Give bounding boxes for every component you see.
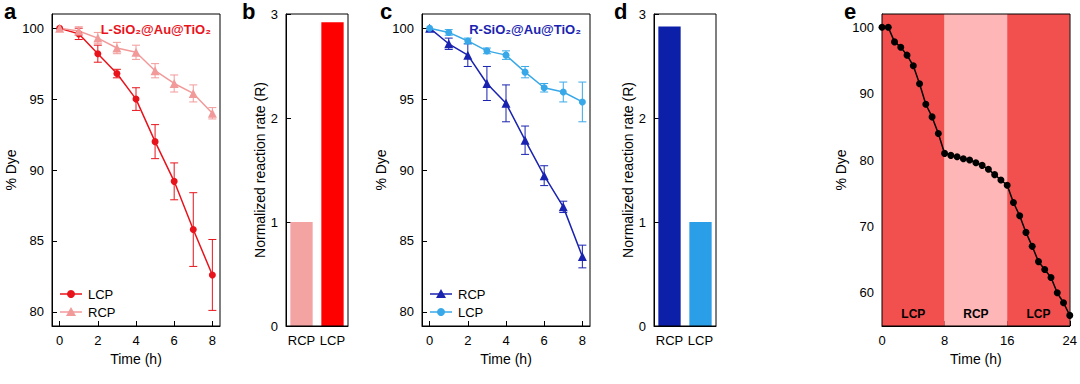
svg-text:8: 8 — [209, 333, 216, 348]
svg-text:1: 1 — [271, 215, 278, 230]
svg-text:4: 4 — [132, 333, 139, 348]
svg-text:16: 16 — [1000, 333, 1014, 348]
svg-text:2: 2 — [464, 333, 471, 348]
svg-text:RCP: RCP — [963, 307, 988, 321]
svg-text:LCP: LCP — [688, 333, 713, 348]
svg-text:e: e — [844, 0, 856, 24]
svg-text:LCP: LCP — [88, 287, 113, 302]
svg-text:24: 24 — [1063, 333, 1077, 348]
svg-text:b: b — [242, 0, 255, 24]
svg-text:80: 80 — [860, 153, 874, 168]
svg-text:6: 6 — [171, 333, 178, 348]
svg-text:c: c — [380, 0, 392, 24]
svg-text:0: 0 — [271, 319, 278, 334]
svg-text:4: 4 — [502, 333, 509, 348]
svg-text:LCP: LCP — [458, 305, 483, 320]
svg-text:Time (h): Time (h) — [110, 351, 162, 367]
svg-text:LCP: LCP — [901, 307, 925, 321]
svg-text:6: 6 — [541, 333, 548, 348]
svg-text:R-SiO₂@Au@TiO₂: R-SiO₂@Au@TiO₂ — [469, 22, 581, 37]
svg-text:Normalized reaction rate (R): Normalized reaction rate (R) — [620, 82, 636, 258]
svg-text:60: 60 — [860, 285, 874, 300]
svg-text:LCP: LCP — [1026, 307, 1050, 321]
svg-text:100: 100 — [22, 21, 44, 36]
svg-text:0: 0 — [56, 333, 63, 348]
svg-text:70: 70 — [860, 219, 874, 234]
svg-text:2: 2 — [94, 333, 101, 348]
svg-text:LCP: LCP — [320, 333, 345, 348]
svg-text:100: 100 — [392, 21, 414, 36]
svg-text:85: 85 — [30, 233, 44, 248]
svg-text:L-SiO₂@Au@TiO₂: L-SiO₂@Au@TiO₂ — [101, 22, 212, 37]
svg-text:2: 2 — [639, 111, 646, 126]
svg-text:0: 0 — [426, 333, 433, 348]
svg-text:8: 8 — [579, 333, 586, 348]
svg-text:80: 80 — [400, 304, 414, 319]
svg-text:RCP: RCP — [88, 305, 115, 320]
svg-text:2: 2 — [271, 111, 278, 126]
svg-text:95: 95 — [30, 92, 44, 107]
svg-text:8: 8 — [941, 333, 948, 348]
svg-text:90: 90 — [30, 163, 44, 178]
svg-text:85: 85 — [400, 233, 414, 248]
svg-text:RCP: RCP — [656, 333, 683, 348]
svg-text:RCP: RCP — [458, 287, 485, 302]
svg-text:Time (h): Time (h) — [480, 351, 532, 367]
svg-text:95: 95 — [400, 92, 414, 107]
svg-text:RCP: RCP — [288, 333, 315, 348]
svg-text:d: d — [614, 0, 627, 24]
svg-text:a: a — [4, 0, 17, 24]
svg-text:80: 80 — [30, 304, 44, 319]
svg-text:0: 0 — [878, 333, 885, 348]
svg-text:% Dye: % Dye — [373, 149, 389, 190]
svg-text:Normalized reaction rate (R): Normalized reaction rate (R) — [252, 82, 268, 258]
svg-text:90: 90 — [400, 163, 414, 178]
svg-text:3: 3 — [639, 7, 646, 22]
svg-text:100: 100 — [852, 19, 874, 35]
svg-text:0: 0 — [639, 319, 646, 334]
svg-text:1: 1 — [639, 215, 646, 230]
svg-text:3: 3 — [271, 7, 278, 22]
svg-text:Time (h): Time (h) — [950, 351, 1002, 367]
svg-text:% Dye: % Dye — [833, 149, 849, 190]
svg-text:90: 90 — [860, 86, 874, 101]
svg-text:% Dye: % Dye — [3, 149, 19, 190]
